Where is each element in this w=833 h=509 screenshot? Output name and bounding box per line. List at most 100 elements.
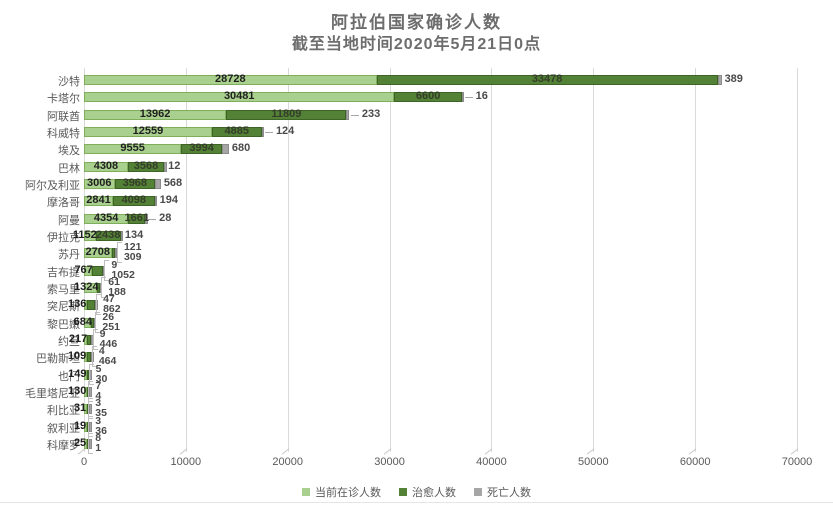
category-label: 卡塔尔 — [47, 93, 80, 106]
cured-count-label: 4098 — [121, 194, 147, 207]
callout-labels: 9 446 — [92, 327, 118, 350]
category-label: 也门 — [58, 370, 80, 383]
category-label: 阿曼 — [58, 214, 80, 227]
callout-bottom-label-cured: 446 — [99, 337, 118, 350]
leader-dash — [464, 97, 473, 99]
bar-segment-cured — [226, 109, 347, 120]
x-tick-label: 30000 — [374, 456, 405, 468]
callout-bottom-label-deaths: 1 — [95, 441, 102, 454]
death-count-label: 233 — [361, 107, 381, 120]
active-count-label: 2841 — [86, 194, 111, 207]
callout-bottom-label-cured: 251 — [102, 320, 120, 333]
bar-segment-active — [84, 334, 87, 345]
active-count-label: 130 — [67, 384, 87, 397]
category-label: 沙特 — [58, 76, 80, 88]
callout-bottom-label-cured: 36 — [95, 424, 107, 437]
bar-segment-active — [84, 178, 115, 189]
bar-segment-active — [84, 92, 395, 103]
callout-top-label-deaths: 47 — [103, 293, 115, 306]
callout-bottom-label-cured: 862 — [103, 303, 121, 316]
legend-label: 治愈人数 — [412, 487, 456, 499]
category-label: 黎巴嫩 — [47, 318, 80, 331]
callout-labels: 3 36 — [88, 415, 107, 437]
callout-top-label-deaths: 9 — [111, 258, 118, 271]
leader-bracket-icon — [91, 346, 97, 368]
death-count-label: 680 — [231, 142, 251, 155]
category-label: 摩洛哥 — [47, 197, 80, 210]
active-count-label: 30481 — [223, 90, 255, 103]
leader-bracket-icon — [88, 432, 94, 454]
callout-labels: 47 862 — [96, 293, 121, 316]
category-label: 阿联酋 — [47, 110, 80, 123]
death-count-label: 28 — [159, 211, 172, 224]
bar-row — [84, 213, 148, 224]
x-tick-label: 0 — [80, 456, 88, 468]
active-count-label: 109 — [67, 350, 87, 363]
leader-bracket-icon — [96, 294, 102, 316]
bar-segment-cured — [91, 265, 103, 276]
legend-swatch-icon — [399, 488, 407, 496]
callout-bottom-label-cured: 35 — [95, 407, 107, 420]
active-count-label: 217 — [68, 332, 88, 345]
legend-item: 当前在诊人数 — [302, 484, 381, 500]
callout-top-label-deaths: 9 — [99, 327, 106, 340]
bar-segment-cured — [112, 196, 155, 207]
category-label: 突尼斯 — [47, 301, 80, 314]
bar-segment-deaths — [89, 404, 92, 415]
bar-segment-active — [84, 265, 92, 276]
category-label: 苏丹 — [58, 249, 80, 262]
cured-count-label: 1661 — [124, 211, 150, 224]
x-tick-label: 60000 — [679, 456, 711, 468]
leader-dash — [350, 114, 359, 116]
bar-segment-deaths — [145, 213, 148, 224]
bar-row — [84, 334, 94, 345]
x-tick-label: 40000 — [476, 456, 507, 468]
bar-segment-active — [84, 300, 87, 311]
bar-segment-active — [84, 317, 91, 328]
active-count-label: 136 — [68, 298, 87, 311]
bar-segment-cured — [95, 230, 121, 241]
active-count-label: 9555 — [120, 142, 145, 155]
chart-subtitle: 截至当地时间2020年5月21日0点 — [291, 36, 542, 53]
bar-row — [84, 196, 158, 207]
callout-labels: 4 464 — [91, 346, 116, 368]
death-count-label: 16 — [475, 90, 488, 103]
bar-segment-cured — [111, 248, 115, 259]
callout-labels: 121 309 — [116, 242, 141, 264]
bar-segment-active — [84, 438, 87, 449]
leader-bracket-icon — [92, 328, 98, 350]
callout-bottom-label-cured: 1052 — [111, 268, 135, 281]
bar-segment-active — [84, 282, 98, 293]
bar-row — [84, 92, 465, 103]
category-label: 伊拉克 — [47, 231, 80, 244]
bar-segment-active — [84, 196, 113, 207]
x-tick-label: 20000 — [272, 456, 303, 468]
bar-segment-deaths — [164, 161, 167, 172]
bar-segment-cured — [181, 144, 222, 155]
death-count-label: 12 — [168, 159, 181, 172]
active-count-label: 767 — [74, 263, 93, 276]
leader-bracket-icon — [88, 415, 94, 437]
bar-segment-cured — [394, 92, 462, 103]
bar-row — [84, 178, 161, 189]
category-label: 毛里塔尼亚 — [25, 387, 80, 400]
bar-segment-deaths — [221, 144, 229, 155]
bar-segment-active — [84, 161, 128, 172]
active-count-label: 31 — [73, 402, 87, 415]
active-count-label: 4354 — [93, 211, 119, 224]
callout-bottom-label-deaths: 30 — [95, 372, 108, 385]
bar-row — [84, 265, 105, 276]
category-label: 埃及 — [58, 145, 80, 158]
cured-count-label: 3968 — [122, 176, 148, 189]
cured-count-label: 3994 — [189, 142, 214, 155]
bar-segment-active — [84, 421, 87, 432]
callout-top-label-deaths: 3 — [95, 397, 102, 410]
bar-segment-deaths — [261, 126, 265, 137]
gridline — [185, 68, 187, 452]
bar-segment-deaths — [154, 196, 158, 207]
active-count-label: 2708 — [85, 246, 111, 259]
leader-dash — [148, 218, 157, 220]
active-count-label: 4308 — [93, 159, 119, 172]
bar-segment-deaths — [461, 92, 465, 103]
